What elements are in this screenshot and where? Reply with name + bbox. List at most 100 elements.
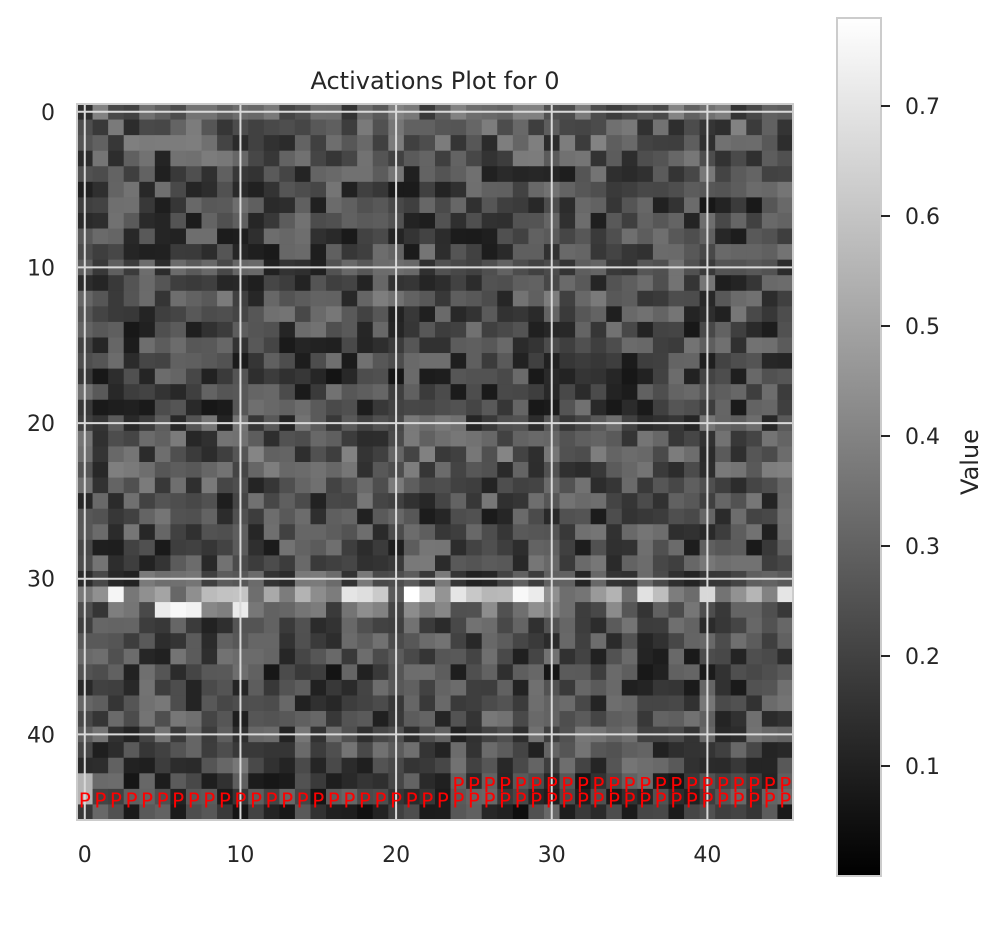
heatmap-cell [217,680,233,696]
heatmap-cell [186,166,202,182]
heatmap-cell [419,353,435,369]
heatmap-cell [186,197,202,213]
heatmap-cell [715,400,731,416]
heatmap-cell [513,353,529,369]
heatmap-cell [606,337,622,353]
heatmap-cell [591,135,607,151]
heatmap-cell [560,322,576,338]
heatmap-cell [528,182,544,198]
heatmap-cell [404,353,420,369]
heatmap-cell [139,306,155,322]
heatmap-cell [653,213,669,229]
heatmap-cell [684,353,700,369]
heatmap-cell [684,166,700,182]
heatmap-cell [373,337,389,353]
heatmap-cell [139,493,155,509]
heatmap-cell [186,509,202,525]
token-marker: P [172,788,184,812]
heatmap-cell [93,182,109,198]
heatmap-cell [606,602,622,618]
heatmap-cell [264,680,280,696]
heatmap-cell [170,633,186,649]
heatmap-cell [731,602,747,618]
heatmap-cell [575,182,591,198]
heatmap-cell [419,120,435,136]
token-marker: P [157,788,169,812]
heatmap-cell [466,431,482,447]
heatmap-cell [653,384,669,400]
heatmap-cell [715,478,731,494]
heatmap-cell [528,602,544,618]
colorbar-tick-label: 0.5 [905,315,940,340]
heatmap-cell [310,353,326,369]
heatmap-cell [622,695,638,711]
heatmap-cell [155,758,171,774]
heatmap-cell [622,275,638,291]
heatmap-cell [419,602,435,618]
token-marker: P [266,788,278,812]
token-marker: P [406,788,418,812]
heatmap-cell [668,197,684,213]
heatmap-cell [746,478,762,494]
heatmap-cell [513,649,529,665]
heatmap-cell [342,509,358,525]
heatmap-cell [186,291,202,307]
heatmap-cell [497,182,513,198]
heatmap-cell [279,166,295,182]
heatmap-cell [217,400,233,416]
heatmap-cell [575,540,591,556]
heatmap-cell [482,478,498,494]
heatmap-cell [310,431,326,447]
heatmap-cell [217,664,233,680]
heatmap-cell [217,213,233,229]
heatmap-cell [202,197,218,213]
heatmap-cell [295,275,311,291]
heatmap-cell [342,213,358,229]
heatmap-cell [606,291,622,307]
heatmap-cell [715,493,731,509]
heatmap-cell [279,229,295,245]
heatmap-cell [326,306,342,322]
heatmap-cell [746,213,762,229]
heatmap-cell [497,758,513,774]
heatmap-cell [139,602,155,618]
heatmap-cell [155,431,171,447]
heatmap-cell [668,400,684,416]
heatmap-cell [310,291,326,307]
heatmap-cell [342,229,358,245]
heatmap-cell [451,166,467,182]
heatmap-cell [653,197,669,213]
heatmap-cell [497,509,513,525]
heatmap-cell [482,695,498,711]
heatmap-cell [93,400,109,416]
heatmap-cell [373,478,389,494]
heatmap-cell [482,664,498,680]
heatmap-cell [513,135,529,151]
heatmap-cell [528,229,544,245]
heatmap-cell [264,120,280,136]
heatmap-cell [668,306,684,322]
heatmap-cell [762,337,778,353]
heatmap-cell [186,306,202,322]
token-marker: P [717,788,729,812]
heatmap-cell [668,555,684,571]
heatmap-cell [295,555,311,571]
heatmap-cell [731,462,747,478]
heatmap-cell [248,540,264,556]
heatmap-cell [155,337,171,353]
heatmap-cell [108,664,124,680]
heatmap-cell [606,649,622,665]
heatmap-cell [731,680,747,696]
heatmap-cell [482,400,498,416]
heatmap-cell [326,446,342,462]
heatmap-cell [419,509,435,525]
heatmap-cell [451,337,467,353]
heatmap-cell [715,664,731,680]
heatmap-cell [404,213,420,229]
heatmap-cell [93,478,109,494]
heatmap-cell [108,555,124,571]
heatmap-cell [155,555,171,571]
heatmap-cell [684,664,700,680]
heatmap-cell [731,244,747,260]
heatmap-cell [373,431,389,447]
